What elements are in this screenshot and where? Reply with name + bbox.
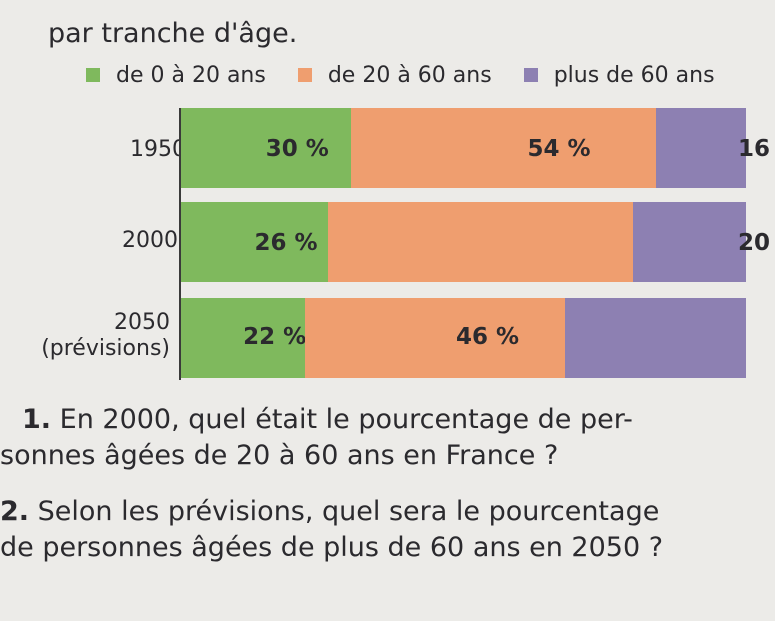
year-label-1950: 1950 [100, 137, 186, 163]
bar-2-segment-2 [565, 298, 746, 378]
bar-1-segment-1 [327, 202, 633, 282]
question-2: 2. Selon les prévisions, quel sera le po… [0, 494, 775, 566]
question-2-number: 2. [0, 496, 30, 527]
legend-swatch-0-20 [86, 68, 100, 82]
question-1-line-2: sonnes âgées de 20 à 60 ans en France ? [0, 440, 559, 471]
legend-swatch-20-60 [297, 68, 312, 82]
year-label-2000-text: 2000 [122, 228, 178, 253]
bar-0: 30 % 54 % 16 % [181, 108, 775, 188]
bar-1-label-2: 20 % [738, 230, 775, 256]
bar-1-segment-0 [181, 202, 328, 282]
year-label-2050-text: 2050 [114, 310, 170, 335]
bar-1-label-0: 26 % [254, 230, 318, 256]
intro-text: par tranche d'âge. [48, 18, 298, 49]
chart-legend: de 0 à 20 ans de 20 à 60 ans plus de 60 … [86, 60, 747, 90]
legend-item-0-20: de 0 à 20 ans [86, 63, 266, 88]
legend-label-0-20: de 0 à 20 ans [116, 62, 266, 88]
chart-axis-line [179, 108, 181, 380]
bar-2-segment-0 [181, 298, 306, 378]
question-2-line-2: de personnes âgées de plus de 60 ans en … [0, 532, 664, 563]
year-label-2050-note: (prévisions) [41, 336, 170, 361]
bar-0-label-2: 16 % [738, 136, 775, 162]
question-1: 1. En 2000, quel était le pourcentage de… [0, 402, 775, 474]
bar-0-segment-0 [181, 108, 351, 188]
legend-label-20-60: de 20 à 60 ans [327, 62, 492, 88]
bar-2-segment-1 [305, 298, 566, 378]
bar-1-segment-2 [633, 202, 746, 282]
legend-item-60-plus: plus de 60 ans [523, 62, 715, 88]
question-1-number: 1. [22, 404, 52, 435]
bar-2-label-1: 46 % [456, 324, 520, 350]
legend-swatch-60-plus [523, 68, 538, 82]
bar-0-label-1: 54 % [527, 136, 591, 162]
bar-0-label-0: 30 % [265, 136, 329, 162]
bar-0-segment-1 [350, 108, 656, 188]
year-label-2050: 2050 (prévisions) [18, 310, 170, 362]
year-label-2000: 2000 [92, 228, 178, 254]
bar-2-label-0: 22 % [243, 324, 307, 350]
legend-label-60-plus: plus de 60 ans [553, 62, 715, 88]
bar-0-segment-2 [655, 108, 746, 188]
question-1-line-1: En 2000, quel était le pourcentage de pe… [59, 404, 633, 435]
legend-item-20-60: de 20 à 60 ans [297, 62, 492, 88]
bar-1: 26 % 20 % [181, 202, 775, 282]
question-2-line-1: Selon les prévisions, quel sera le pourc… [37, 496, 660, 527]
bar-2: 22 % 46 % [181, 298, 746, 378]
year-label-1950-text: 1950 [130, 137, 186, 162]
